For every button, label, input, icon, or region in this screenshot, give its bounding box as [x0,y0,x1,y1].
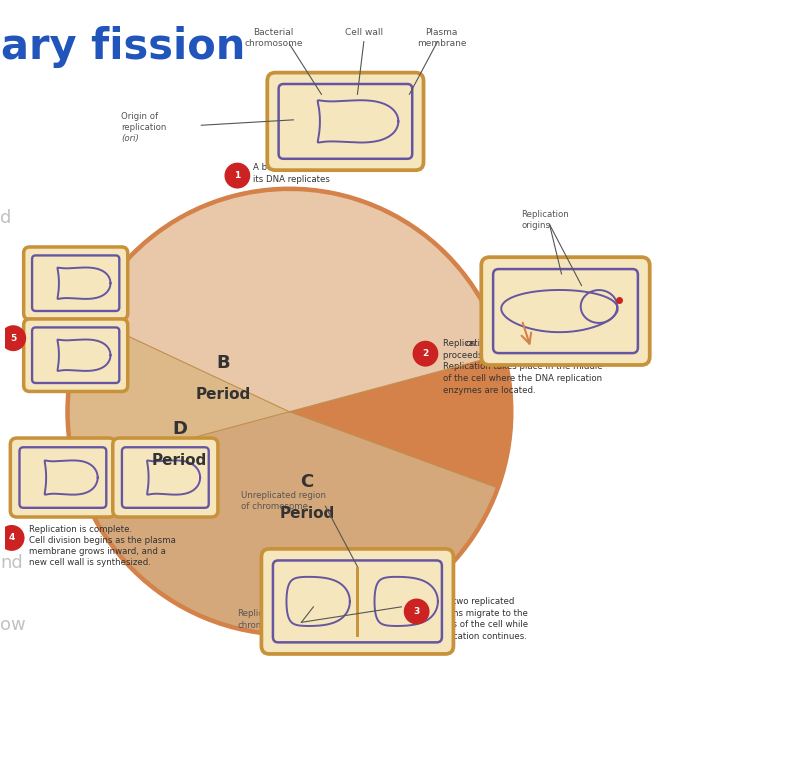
Text: produces two: produces two [31,336,90,345]
Text: 5: 5 [10,333,16,343]
Text: Period: Period [279,506,335,521]
Text: ori: ori [466,339,477,348]
Text: origins: origins [521,221,550,230]
Text: membrane grows inward, and a: membrane grows inward, and a [29,546,166,556]
FancyBboxPatch shape [267,72,424,170]
Circle shape [404,598,429,625]
Text: new cell wall is synthesized.: new cell wall is synthesized. [29,558,151,567]
Text: daughter cells.: daughter cells. [31,347,96,357]
Text: Period: Period [196,387,251,402]
Text: (ori): (ori) [121,134,139,143]
FancyBboxPatch shape [23,247,128,319]
Text: Binary fission: Binary fission [31,325,90,334]
Text: d: d [0,209,11,227]
Wedge shape [69,319,290,469]
FancyBboxPatch shape [113,438,218,517]
Text: replication continues.: replication continues. [434,632,527,641]
Text: 1: 1 [234,171,240,180]
Circle shape [412,340,438,367]
Text: 2: 2 [422,349,429,358]
Text: ary fission: ary fission [2,26,245,68]
Text: Cell division begins as the plasma: Cell division begins as the plasma [29,536,176,545]
Text: Replication takes place in the middle: Replication takes place in the middle [443,362,603,371]
FancyBboxPatch shape [481,257,650,365]
Wedge shape [90,191,501,412]
Text: Origin of: Origin of [121,112,158,121]
Circle shape [224,162,250,189]
Text: Bacterial: Bacterial [253,29,294,37]
Wedge shape [77,412,495,632]
Text: Replication: Replication [521,211,569,219]
Text: poles of the cell while: poles of the cell while [434,620,529,629]
Text: Plasma: Plasma [425,29,458,37]
Circle shape [66,187,512,636]
Text: membrane: membrane [416,39,466,47]
Circle shape [0,326,26,351]
Text: enzymes are located.: enzymes are located. [443,385,536,395]
Text: Replication is complete.: Replication is complete. [29,525,132,534]
Text: its DNA replicates: its DNA replicates [253,175,330,184]
FancyBboxPatch shape [261,549,454,654]
Text: 3: 3 [413,607,420,616]
Text: C: C [300,473,314,491]
Text: replication: replication [121,123,167,132]
Text: B: B [217,354,230,372]
FancyBboxPatch shape [10,438,115,517]
Text: 4: 4 [9,534,15,542]
Text: Cell wall: Cell wall [345,29,383,37]
Text: Period: Period [152,453,207,468]
Text: Replication begins at: Replication begins at [443,339,533,348]
FancyBboxPatch shape [23,319,128,392]
Text: ow: ow [0,615,26,633]
Text: chromosomes: chromosomes [237,621,298,630]
Text: of the cell where the DNA replication: of the cell where the DNA replication [443,374,602,383]
Circle shape [0,525,24,551]
Text: Unreplicated region: Unreplicated region [241,491,326,500]
Text: nd: nd [0,554,23,572]
Text: origins migrate to the: origins migrate to the [434,608,528,618]
Text: of chromosome: of chromosome [241,502,308,511]
Text: A bacterial cell before: A bacterial cell before [253,163,348,172]
Text: The two replicated: The two replicated [434,597,515,606]
Text: Replicated: Replicated [237,609,283,618]
Text: proceeds in both directions.: proceeds in both directions. [443,350,563,360]
Text: D: D [172,420,187,438]
Text: chromosome: chromosome [245,39,303,47]
